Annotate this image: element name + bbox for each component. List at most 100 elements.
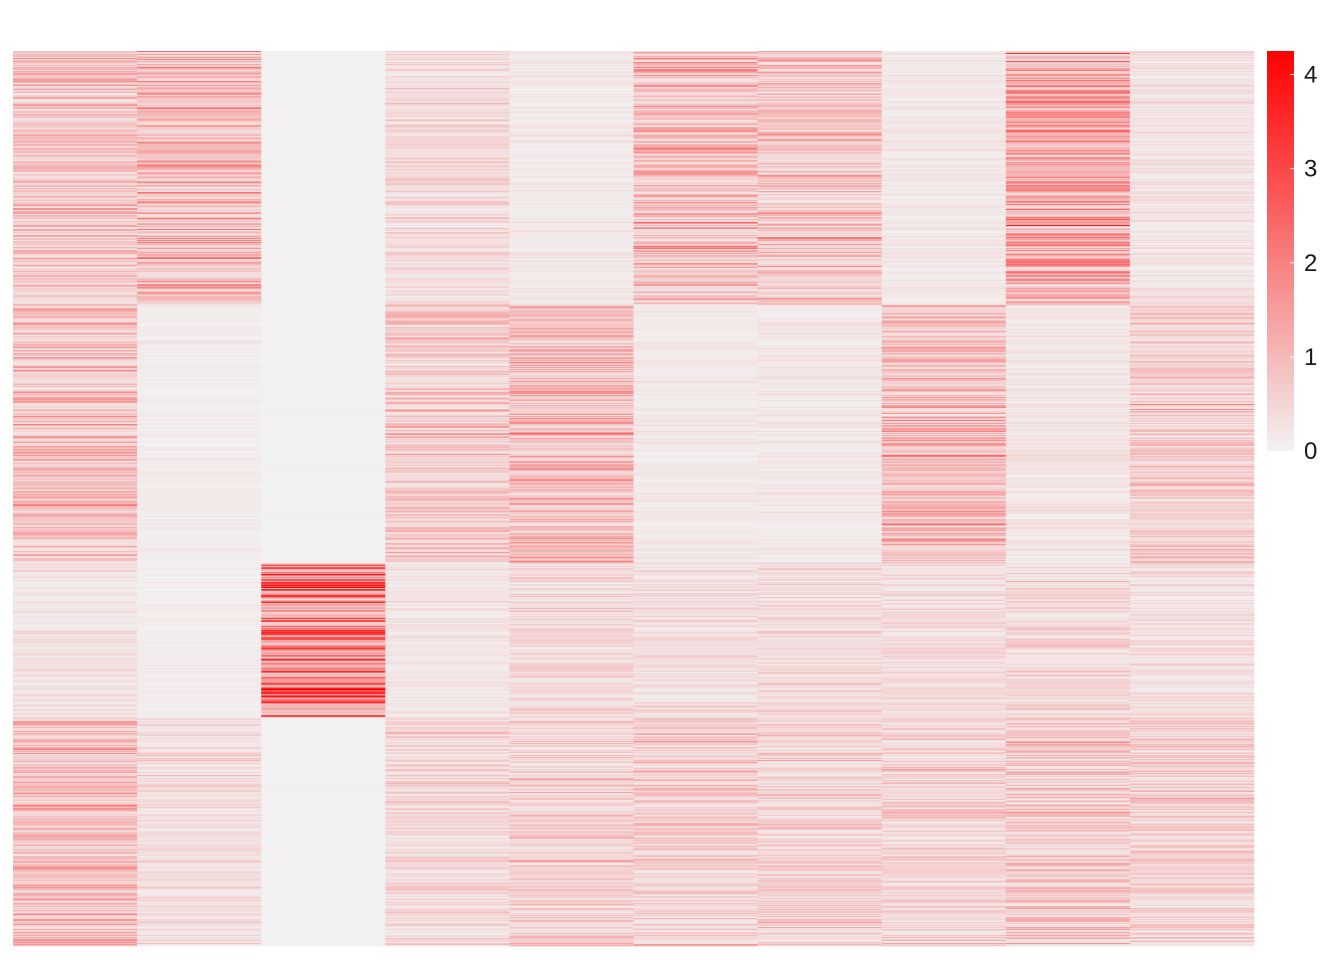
heatmap-cell — [13, 435, 138, 438]
heatmap-cell — [1005, 220, 1131, 222]
heatmap-cell — [509, 323, 634, 325]
heatmap-cell — [385, 433, 510, 436]
heatmap-cell — [633, 178, 758, 180]
heatmap-cell — [1129, 198, 1255, 200]
heatmap-cell — [633, 536, 758, 538]
heatmap-cell — [509, 184, 634, 186]
heatmap-cell — [13, 387, 138, 389]
heatmap-cell — [757, 306, 882, 308]
heatmap-cell — [1005, 476, 1131, 478]
heatmap-cell — [385, 334, 510, 336]
heatmap-cell — [137, 303, 262, 305]
heatmap-cell — [13, 385, 138, 387]
heatmap-cell — [509, 214, 634, 216]
heatmap-cell — [137, 425, 262, 428]
heatmap-cell — [385, 447, 510, 450]
heatmap-cell — [261, 175, 386, 177]
heatmap-cell — [261, 166, 386, 168]
heatmap-cell — [757, 137, 882, 139]
heatmap-cell — [137, 237, 262, 240]
heatmap-cell — [881, 334, 1007, 336]
heatmap-cell — [881, 313, 1007, 315]
heatmap-cell — [13, 212, 138, 214]
heatmap-cell — [137, 362, 262, 364]
heatmap-cell — [385, 89, 510, 92]
heatmap-cell — [633, 189, 758, 191]
heatmap-cell — [13, 102, 138, 104]
heatmap-cell — [261, 330, 386, 332]
heatmap-cell — [13, 211, 138, 213]
heatmap-cell — [1005, 441, 1131, 444]
heatmap-cell — [137, 446, 262, 449]
heatmap-cell — [509, 83, 634, 86]
heatmap-cell — [633, 60, 758, 63]
heatmap-cell — [509, 315, 634, 317]
heatmap-cell — [757, 279, 882, 281]
heatmap-cell — [13, 237, 138, 240]
heatmap-cell — [13, 496, 138, 498]
heatmap-cell — [1005, 143, 1131, 145]
heatmap-cell — [137, 58, 262, 61]
heatmap-cell — [757, 55, 882, 58]
heatmap-cell — [261, 207, 386, 209]
heatmap-cell — [261, 463, 386, 465]
heatmap-cell — [385, 448, 510, 451]
heatmap-cell — [385, 328, 510, 330]
heatmap-cell — [385, 91, 510, 94]
heatmap-cell — [509, 515, 634, 517]
heatmap-cell — [1129, 132, 1255, 134]
heatmap-cell — [261, 85, 386, 88]
heatmap-cell — [1129, 345, 1255, 347]
heatmap-cell — [509, 439, 634, 442]
heatmap-cell — [137, 188, 262, 190]
heatmap-cell — [1005, 263, 1131, 266]
heatmap-cell — [137, 414, 262, 417]
heatmap-cell — [1005, 218, 1131, 220]
heatmap-cell — [881, 507, 1007, 509]
heatmap-cell — [13, 97, 138, 99]
heatmap-cell — [757, 86, 882, 89]
heatmap-cell — [881, 271, 1007, 274]
heatmap-cell — [509, 531, 634, 533]
heatmap-cell — [261, 174, 386, 176]
heatmap-cell — [633, 196, 758, 198]
heatmap-cell — [1129, 241, 1255, 244]
heatmap-cell — [757, 538, 882, 540]
heatmap-cell — [881, 308, 1007, 310]
heatmap-cell — [757, 378, 882, 380]
heatmap-cell — [261, 56, 386, 59]
heatmap-cell — [1005, 269, 1131, 272]
heatmap-cell — [633, 346, 758, 348]
heatmap-cell — [261, 494, 386, 496]
heatmap-cell — [509, 155, 634, 157]
heatmap-cell — [881, 382, 1007, 384]
heatmap-cell — [137, 358, 262, 360]
heatmap-cell — [757, 341, 882, 343]
heatmap-cell — [509, 185, 634, 187]
heatmap-cell — [137, 466, 262, 468]
heatmap-cell — [137, 282, 262, 284]
heatmap-cell — [633, 380, 758, 382]
heatmap-cell — [1129, 446, 1255, 449]
heatmap-cell — [385, 167, 510, 169]
heatmap-cell — [13, 523, 138, 525]
heatmap-cell — [1129, 462, 1255, 464]
heatmap-cell — [757, 197, 882, 199]
heatmap-cell — [881, 411, 1007, 414]
heatmap-cell — [881, 335, 1007, 337]
heatmap-cell — [757, 164, 882, 166]
heatmap-cell — [633, 434, 758, 437]
heatmap-cell — [1005, 309, 1131, 311]
heatmap-cell — [633, 88, 758, 91]
heatmap-cell — [757, 218, 882, 220]
heatmap-cell — [509, 471, 634, 473]
heatmap-cell — [13, 331, 138, 333]
heatmap-cell — [1129, 138, 1255, 140]
heatmap-cell — [1129, 485, 1255, 487]
heatmap-cell — [1005, 305, 1131, 307]
heatmap-cell — [757, 226, 882, 228]
heatmap-cell — [137, 529, 262, 531]
heatmap-cell — [137, 155, 262, 157]
heatmap-cell — [509, 518, 634, 520]
heatmap-cell — [1005, 459, 1131, 461]
